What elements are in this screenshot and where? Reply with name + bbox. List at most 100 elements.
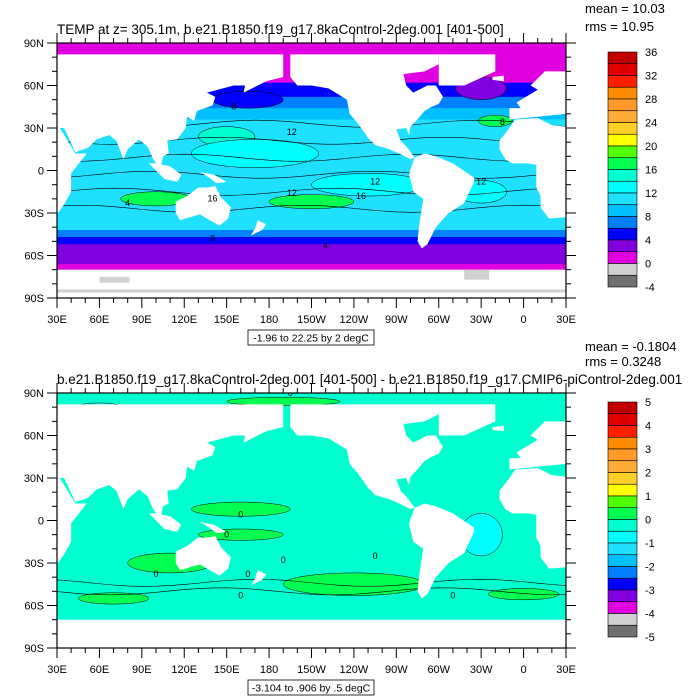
land-mask	[499, 118, 566, 219]
lat-tick-label: 60N	[24, 81, 44, 93]
labelbar-label: 24	[645, 118, 657, 130]
lon-tick-label: 60W	[427, 664, 450, 676]
lat-tick-label: 90N	[24, 38, 44, 50]
contour-line	[57, 187, 566, 196]
land-mask	[57, 404, 284, 520]
contour-line	[57, 153, 566, 162]
labelbar-label: 32	[645, 71, 657, 83]
contour-label: 12	[287, 127, 297, 137]
labelbar-box	[607, 413, 638, 426]
labelbar-label: 8	[645, 212, 651, 224]
contour-label: 0	[450, 590, 455, 600]
ice-patch	[99, 276, 130, 283]
labelbar-box	[607, 169, 638, 182]
info-box-frame	[247, 679, 375, 696]
contour-label: 0	[238, 510, 243, 520]
lon-tick-label: 90W	[385, 664, 408, 676]
contour-label: 16	[356, 191, 366, 201]
land-mask	[409, 503, 475, 599]
land-mask	[175, 536, 231, 576]
labelbar-label: 36	[645, 47, 657, 59]
labelbar-box	[607, 519, 638, 532]
contour-band	[57, 264, 566, 271]
contour-region	[191, 139, 319, 168]
contour-label: 0	[245, 569, 250, 579]
contour-line	[57, 170, 566, 179]
lon-tick-label: 120E	[171, 664, 197, 676]
labelbar-box	[607, 472, 638, 485]
labelbar-box	[607, 110, 638, 123]
labelbar-box	[607, 448, 638, 462]
lat-tick-label: 0	[38, 166, 44, 178]
info-text: -3.104 to .906 by .5 degC	[252, 683, 371, 695]
labelbar-label: 12	[645, 188, 657, 200]
labelbar-box	[607, 436, 638, 450]
lon-tick-label: 30E	[47, 664, 67, 676]
mean-value: mean = -0.1804	[585, 339, 676, 354]
labelbar-label: 5	[645, 397, 651, 409]
land-mask	[148, 513, 182, 532]
labelbar-box	[607, 624, 638, 638]
lon-tick-label: 0	[521, 664, 527, 676]
labelbar-box	[607, 145, 638, 159]
lat-tick-label: 30N	[24, 123, 44, 135]
contour-label: 8	[500, 117, 505, 127]
lat-tick-label: 30S	[24, 558, 44, 570]
info-box: -3.104 to .906 by .5 degC	[247, 679, 375, 696]
lat-tick-label: 0	[38, 516, 44, 528]
labelbar-box	[607, 613, 638, 626]
lon-tick-label: 150W	[297, 314, 326, 326]
contour-region	[282, 572, 425, 596]
panel-title: b.e21.B1850.f19_g17.8kaControl-2deg.001 …	[57, 372, 682, 387]
contour-field: 8 12 12 16 12 8 12 4 8 4 16	[57, 43, 566, 298]
labelbar-label: -5	[645, 632, 655, 644]
contour-label: 0	[224, 530, 229, 540]
contour-band	[57, 108, 566, 120]
land-mask	[438, 54, 496, 86]
contour-region	[191, 501, 291, 517]
labelbar: 5 4 3 2 1 0 -1 -2 -3 -4 -5	[607, 397, 655, 644]
lat-tick-label: 60N	[24, 431, 44, 443]
contour-band	[57, 244, 566, 252]
lat-tick-label: 60S	[24, 251, 44, 263]
land-mask	[199, 521, 227, 534]
contour-region	[212, 90, 284, 109]
labelbar-label: 1	[645, 491, 651, 503]
mean-value: mean = 10.03	[585, 1, 665, 16]
labelbar-label: -4	[645, 282, 655, 294]
land-mask	[438, 404, 496, 436]
labelbar-box	[607, 425, 638, 438]
land-mask	[409, 153, 475, 249]
labelbar-box	[607, 554, 638, 567]
labelbar-label: 3	[645, 444, 651, 456]
labelbar-box	[607, 507, 638, 520]
contour-label: 16	[208, 194, 218, 204]
labelbar-label: 0	[645, 515, 651, 527]
lat-tick-label: 30S	[24, 208, 44, 220]
info-box: -1.96 to 22.25 by 2 degC	[247, 329, 375, 346]
panel-title: TEMP at z= 305.1m, b.e21.B1850.f19_g17.8…	[57, 22, 504, 37]
labelbar: 36 32 28 24 20 16 12 8 4 0 -4	[607, 47, 657, 294]
lon-tick-label: 0	[521, 314, 527, 326]
lon-tick-label: 60E	[90, 664, 110, 676]
labelbar-box	[607, 75, 638, 88]
land-mask	[499, 468, 566, 569]
labelbar-label: -2	[645, 562, 655, 574]
labelbar-box	[607, 577, 638, 591]
contour-label: 0	[281, 555, 286, 565]
labelbar-box	[607, 401, 638, 415]
labelbar-label: 28	[645, 94, 657, 106]
land-mask	[175, 186, 231, 226]
rms-value: rms = 0.3248	[585, 354, 661, 369]
land-mask	[148, 163, 182, 182]
lon-tick-label: 120W	[340, 314, 369, 326]
contour-label: 0	[153, 569, 158, 579]
labelbar-box	[607, 98, 638, 112]
contour-label: 0	[238, 590, 243, 600]
lon-tick-label: 90E	[132, 314, 152, 326]
contour-band	[57, 237, 566, 245]
ice-patch	[57, 289, 566, 293]
